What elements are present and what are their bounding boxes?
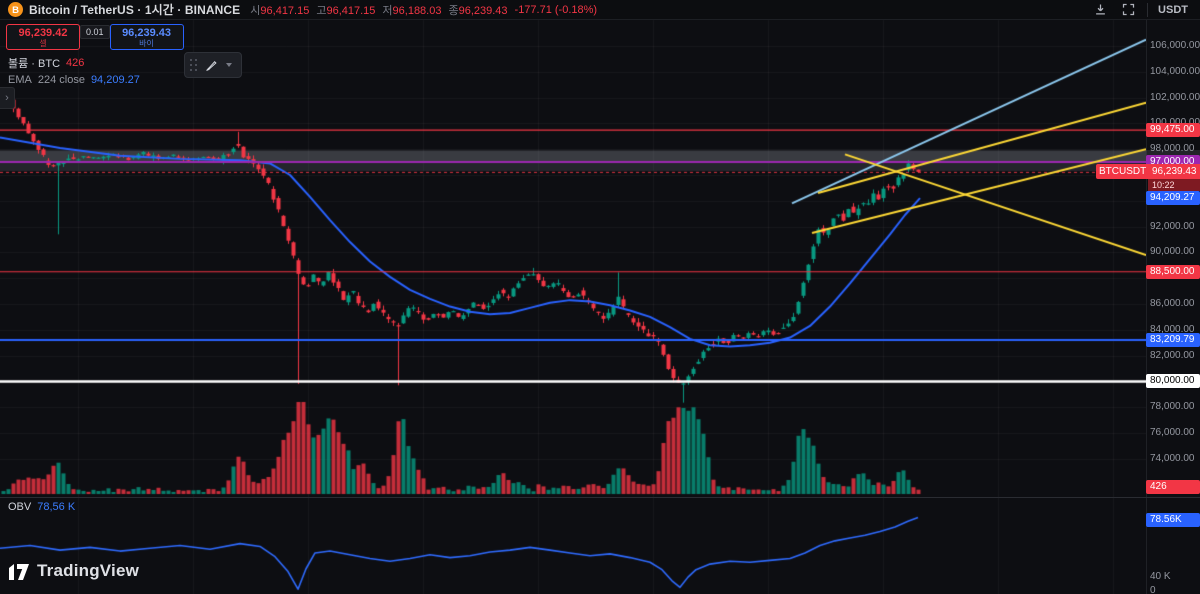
- header-divider: [1147, 2, 1149, 17]
- currency-label[interactable]: USDT: [1158, 3, 1188, 16]
- price-level-badge: 80,000.00: [1146, 374, 1200, 389]
- last-badge-symbol: BTCUSDT: [1096, 163, 1148, 179]
- buy-button[interactable]: 96,239.43 바이: [109, 24, 184, 50]
- high-value: 96,417.15: [326, 4, 376, 17]
- open-label: 시: [250, 4, 261, 17]
- price-axis-tick: 74,000.00: [1150, 452, 1195, 464]
- close-value: 96,239.43: [458, 4, 508, 17]
- ohlc-readout: 시96,417.15 고96,417.15 저96,188.03 종96,239…: [250, 2, 597, 18]
- chart-header: B Bitcoin / TetherUS · 1시간 · BINANCE 시96…: [0, 0, 1200, 20]
- high-label: 고: [316, 4, 327, 17]
- left-panel-toggle[interactable]: ›: [0, 87, 15, 109]
- sell-button[interactable]: 96,239.42 셀: [6, 24, 80, 50]
- pane-separator[interactable]: [0, 497, 1200, 498]
- chevron-down-icon[interactable]: [226, 63, 232, 67]
- price-axis-tick: 86,000.00: [1150, 298, 1195, 309]
- buy-price: 96,239.43: [122, 26, 171, 39]
- price-axis-tick: 0: [1150, 585, 1156, 594]
- sell-label: 셀: [39, 38, 47, 48]
- change-value: -177.71 (-0.18%): [514, 3, 598, 16]
- price-axis-tick: 40 K: [1150, 571, 1171, 582]
- price-axis-tick: 100,000.00: [1150, 117, 1200, 128]
- ema-legend-value: 94,209.27: [90, 74, 140, 86]
- symbol-info[interactable]: B Bitcoin / TetherUS · 1시간 · BINANCE: [8, 1, 240, 18]
- price-level-badge: 78.56K: [1146, 513, 1200, 527]
- sell-price: 96,239.42: [18, 26, 68, 39]
- price-level-badge: 94,209.27: [1146, 191, 1200, 206]
- low-label: 저: [382, 4, 393, 17]
- spread-value: 0.01: [80, 25, 110, 39]
- drag-handle-icon[interactable]: [190, 58, 198, 72]
- price-chart-canvas[interactable]: [0, 0, 1146, 594]
- price-level-badge: 83,209.79: [1146, 332, 1200, 347]
- price-axis-tick: 78,000.00: [1150, 401, 1195, 413]
- price-axis-tick: 92,000.00: [1150, 220, 1195, 232]
- buy-label: 바이: [139, 38, 154, 48]
- floating-drawing-toolbar[interactable]: [184, 52, 242, 78]
- price-level-badge: 88,500.00: [1146, 264, 1200, 279]
- tradingview-watermark[interactable]: TradingView: [8, 561, 139, 581]
- svg-text:B: B: [12, 5, 19, 16]
- price-level-badge: 426: [1146, 480, 1200, 494]
- last-price-badge: BTCUSDT 96,239.43 10:22: [1096, 163, 1200, 191]
- close-label: 종: [448, 4, 459, 17]
- fullscreen-icon[interactable]: [1119, 1, 1137, 19]
- price-axis-tick: 104,000.00: [1150, 65, 1200, 77]
- symbol-title: Bitcoin / TetherUS · 1시간 · BINANCE: [29, 3, 241, 17]
- obv-legend-name: OBV: [8, 501, 32, 513]
- tradingview-logo-icon: [9, 564, 29, 580]
- price-axis-border: [1146, 0, 1147, 594]
- obv-legend-value: 78,56 K: [37, 501, 76, 513]
- volume-legend-label: 볼륨 · BTC: [8, 58, 61, 70]
- ema-legend-params: 224 close: [37, 74, 85, 86]
- tradingview-logo-text: TradingView: [37, 561, 140, 580]
- price-axis-tick: 82,000.00: [1150, 349, 1195, 361]
- volume-legend[interactable]: 볼륨 · BTC 426: [8, 55, 84, 71]
- download-icon[interactable]: [1091, 1, 1109, 19]
- low-value: 96,188.03: [392, 4, 442, 17]
- price-level-badge: 99,475.00: [1146, 123, 1200, 138]
- brush-tool-icon[interactable]: [204, 58, 219, 73]
- price-axis-tick: 106,000.00: [1150, 40, 1200, 51]
- bitcoin-logo-icon: B: [8, 2, 23, 17]
- price-axis[interactable]: 106,000.00 104,000.00 102,000.00 100,000.00…: [1096, 0, 1200, 594]
- ema-legend-name: EMA: [8, 74, 32, 86]
- price-axis-tick: 102,000.00: [1150, 91, 1200, 103]
- price-axis-tick: 98,000.00: [1150, 143, 1195, 155]
- bar-countdown: 10:22: [1148, 178, 1200, 191]
- buy-sell-panel: 96,239.42 셀 0.01 96,239.43 바이: [6, 24, 184, 50]
- obv-legend[interactable]: OBV 78,56 K: [8, 501, 75, 513]
- last-badge-price: 96,239.43: [1148, 163, 1200, 179]
- price-axis-tick: 90,000.00: [1150, 246, 1195, 258]
- price-axis-tick: 84,000.00: [1150, 323, 1195, 335]
- ema-legend[interactable]: EMA 224 close 94,209.27: [8, 74, 140, 86]
- price-axis-tick: 76,000.00: [1150, 427, 1195, 438]
- open-value: 96,417.15: [260, 4, 310, 17]
- volume-legend-value: 426: [66, 57, 85, 69]
